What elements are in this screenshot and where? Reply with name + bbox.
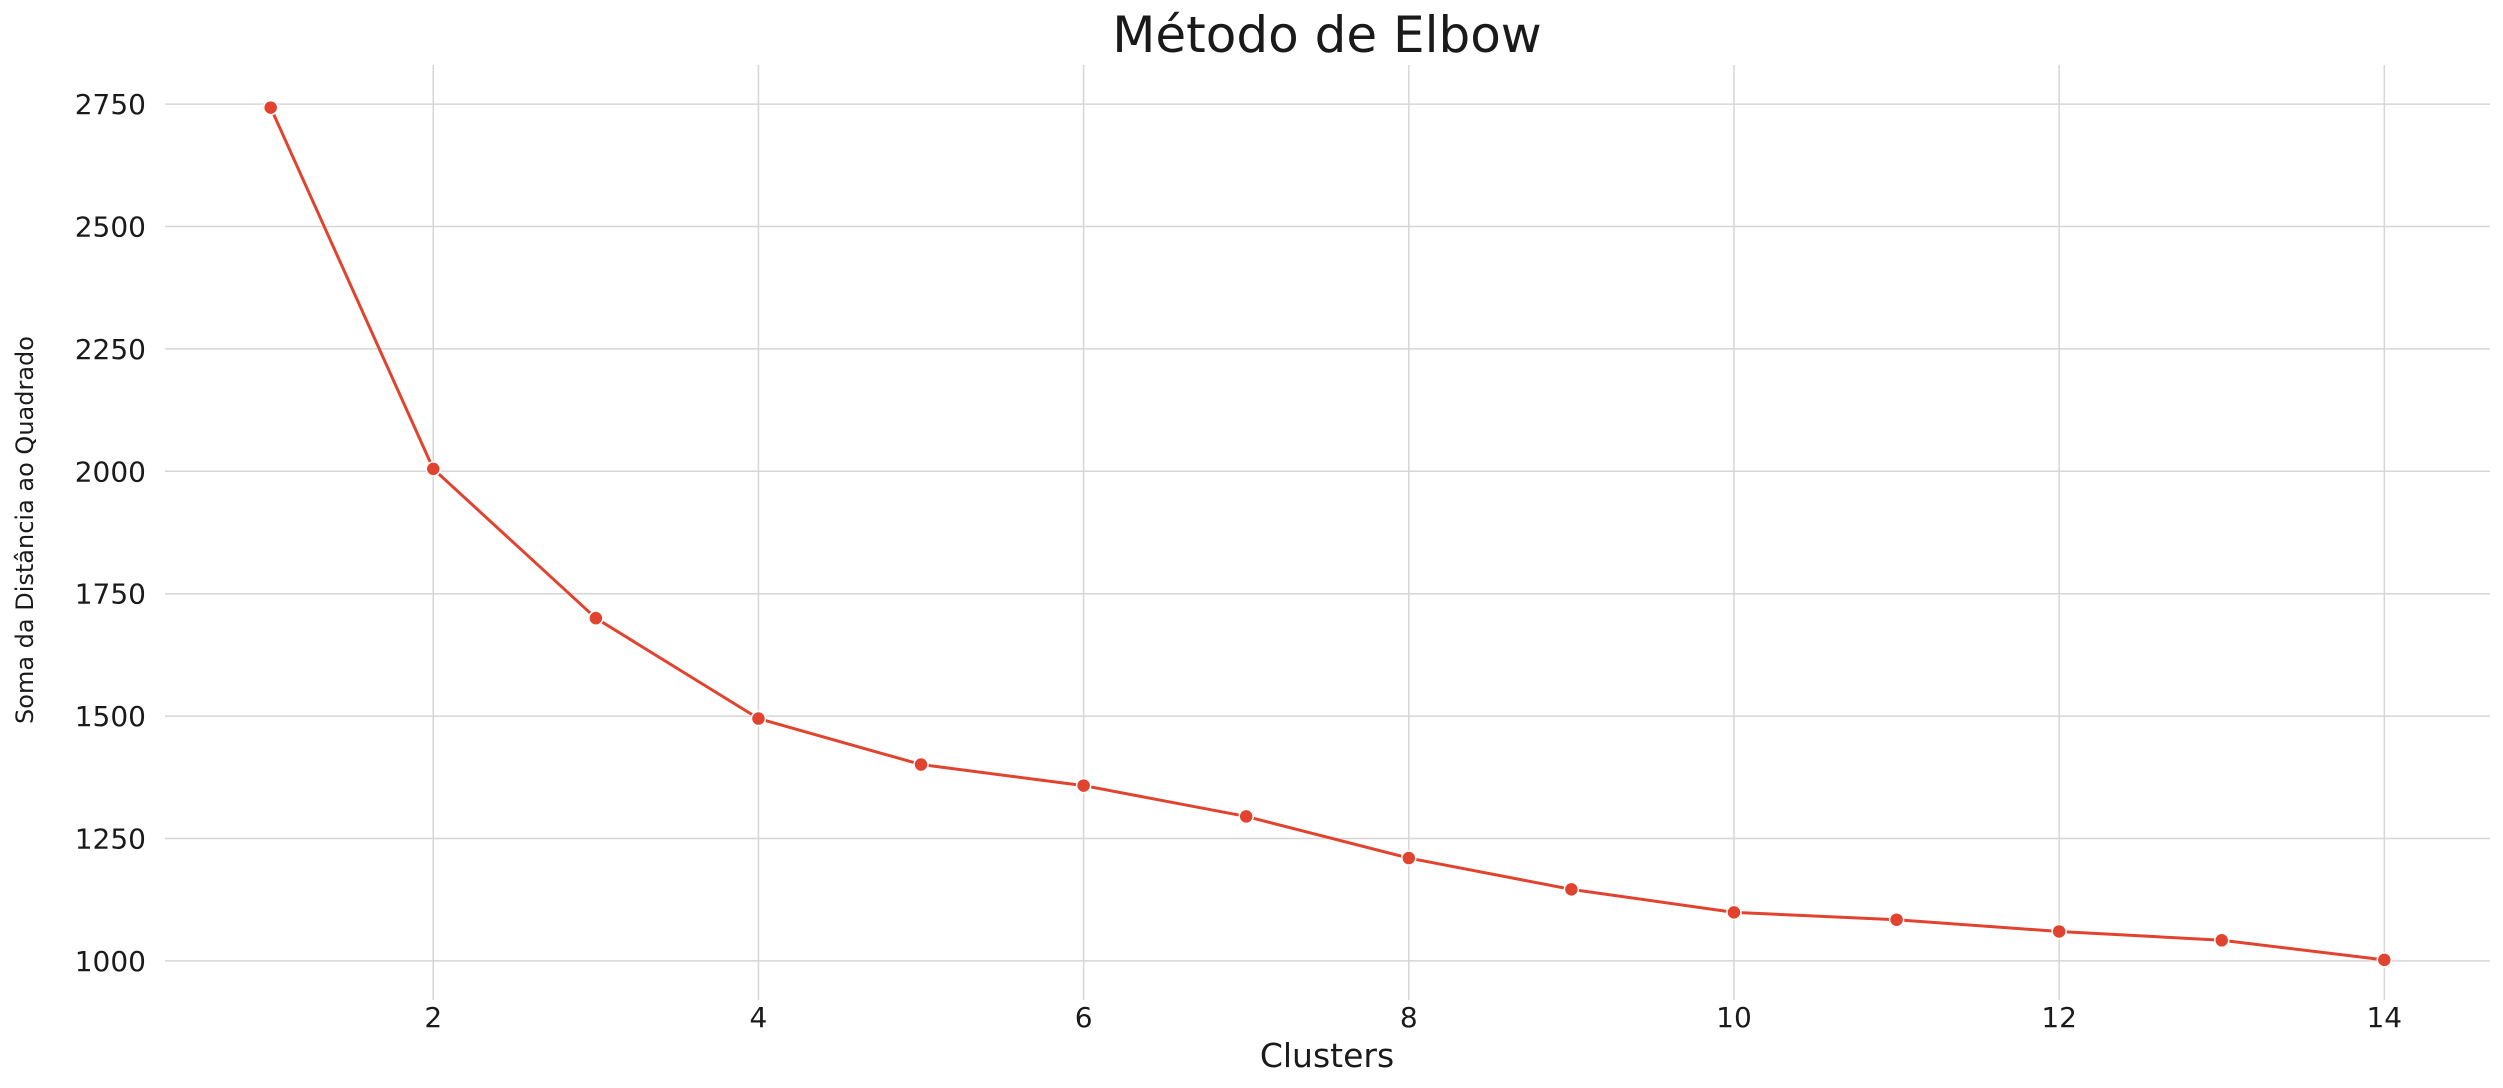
data-point <box>1888 911 1905 928</box>
x-tick-label: 12 <box>2041 1001 2077 1034</box>
data-point <box>1401 850 1417 866</box>
x-tick-label: 14 <box>2366 1001 2402 1034</box>
x-axis-label: Clusters <box>1260 1036 1394 1075</box>
data-point <box>750 710 767 727</box>
y-axis-label: Soma da Distância ao Quadrado <box>11 336 39 724</box>
x-tick-label: 8 <box>1400 1001 1418 1034</box>
data-point <box>2376 952 2393 968</box>
data-point <box>425 461 442 477</box>
grid <box>165 65 2490 1000</box>
data-point <box>2213 932 2230 949</box>
data-point <box>1238 808 1254 825</box>
x-tick-label: 4 <box>750 1001 768 1034</box>
x-tick-label: 2 <box>424 1001 442 1034</box>
x-axis-ticks: 2 4 6 8 10 12 14 <box>424 1001 2402 1034</box>
y-tick-label: 2250 <box>75 333 146 366</box>
y-axis-ticks: 1000 1250 1500 1750 2000 2250 2500 2750 <box>75 88 146 978</box>
chart-title: Método de Elbow <box>1112 6 1541 64</box>
y-tick-label: 1500 <box>75 700 146 733</box>
y-tick-label: 2500 <box>75 211 146 244</box>
x-tick-label: 10 <box>1716 1001 1752 1034</box>
y-tick-label: 1000 <box>75 945 146 978</box>
data-point <box>1563 881 1580 898</box>
x-tick-label: 6 <box>1075 1001 1093 1034</box>
data-point <box>2051 923 2067 940</box>
y-tick-label: 1250 <box>75 822 146 855</box>
data-point <box>262 99 279 116</box>
data-point <box>588 610 604 626</box>
data-point <box>913 756 929 773</box>
y-tick-label: 1750 <box>75 578 146 611</box>
series <box>262 99 2393 968</box>
data-point <box>1075 777 1092 794</box>
y-tick-label: 2000 <box>75 455 146 488</box>
y-tick-label: 2750 <box>75 88 146 121</box>
data-point <box>1726 904 1742 921</box>
series-line <box>269 106 2385 962</box>
